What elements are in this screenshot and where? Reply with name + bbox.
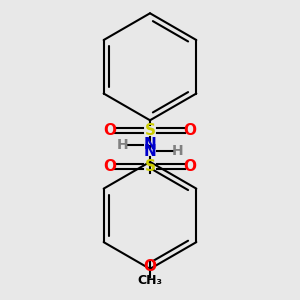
Text: O: O (184, 159, 196, 174)
Text: S: S (145, 123, 155, 138)
Text: CH₃: CH₃ (137, 274, 163, 287)
Text: S: S (145, 159, 155, 174)
Text: N: N (144, 144, 156, 159)
Text: H: H (172, 144, 183, 158)
Text: O: O (184, 123, 196, 138)
Text: N: N (144, 137, 156, 152)
Text: H: H (117, 138, 128, 152)
Text: O: O (103, 159, 116, 174)
Text: O: O (143, 259, 157, 274)
Text: O: O (103, 123, 116, 138)
